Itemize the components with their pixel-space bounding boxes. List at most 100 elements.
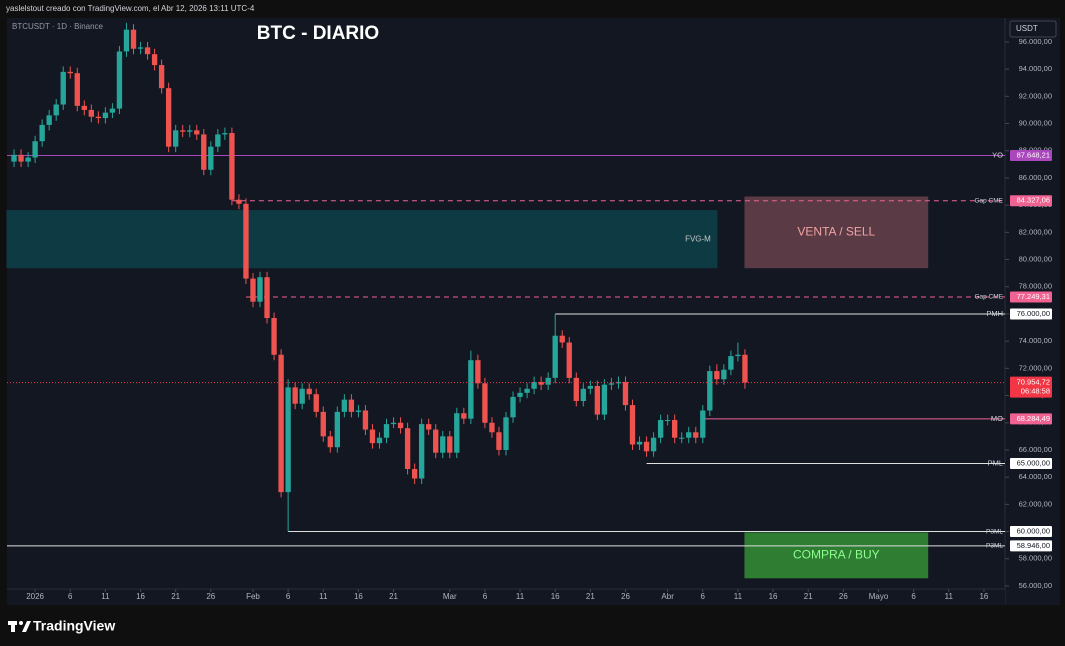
x-tick-label: 21: [586, 592, 595, 601]
candle-body: [158, 65, 165, 89]
level-name: Gap CME: [974, 294, 1003, 301]
candle-body: [447, 436, 453, 453]
candle-body: [67, 71, 73, 74]
candle-body: [299, 388, 305, 404]
candle-body: [264, 277, 270, 319]
candle-body: [426, 424, 432, 430]
candle-body: [81, 105, 87, 110]
level-tag: [1010, 195, 1052, 207]
candle-body: [165, 88, 172, 147]
level-value: 76.000,00: [1017, 309, 1050, 318]
candle-body: [243, 203, 249, 279]
candle-body: [173, 130, 179, 147]
candle-body: [728, 356, 734, 370]
candle-body: [215, 134, 221, 147]
x-tick-label: Mar: [443, 592, 457, 601]
candle-body: [608, 383, 615, 385]
candle-body: [187, 130, 193, 132]
candle-body: [327, 436, 333, 448]
candle-body: [348, 399, 355, 412]
candle-body: [672, 420, 678, 438]
x-tick-label: 21: [171, 592, 180, 601]
x-tick-label: 26: [839, 592, 848, 601]
candle-body: [433, 429, 439, 453]
candle-body: [657, 420, 664, 438]
candle-body: [615, 381, 622, 384]
candle-body: [11, 154, 17, 162]
candle-body: [643, 441, 650, 452]
x-tick-label: 11: [734, 592, 743, 601]
level-tag: [1010, 308, 1052, 320]
level-tag: [1010, 413, 1052, 425]
x-axis-strip: [7, 590, 1005, 605]
candle-body: [545, 377, 551, 385]
candle-body: [411, 468, 418, 479]
chart-title: BTC - DIARIO: [257, 23, 379, 44]
candle-body: [418, 424, 425, 479]
candle-body: [123, 29, 130, 52]
candle-body: [201, 134, 207, 170]
logo: TradingView: [33, 618, 115, 634]
x-tick-label: 11: [516, 592, 525, 601]
logo-icon: [8, 621, 31, 632]
candle-body: [559, 335, 565, 343]
x-tick-label: 16: [354, 592, 363, 601]
x-tick-label: 2026: [26, 592, 44, 601]
level-tag: [1010, 458, 1052, 470]
candle-body: [686, 432, 692, 438]
candle-body: [707, 371, 713, 411]
x-tick-label: 21: [804, 592, 813, 601]
candle-body: [664, 420, 671, 422]
candle-body: [693, 432, 699, 438]
candle-body: [629, 405, 636, 445]
candle-body: [461, 413, 467, 419]
y-tick-label: 92.000,00: [1019, 91, 1052, 100]
y-tick-label: 82.000,00: [1019, 227, 1052, 236]
candle-body: [151, 54, 158, 66]
candle-body: [39, 124, 45, 142]
symbol: BTCUSDT · 1D · Binance: [12, 22, 104, 31]
x-tick-label: Abr: [661, 592, 674, 601]
level-name: YO: [992, 151, 1003, 160]
candle-body: [229, 133, 235, 200]
candle-body: [587, 386, 594, 389]
candle-body: [334, 411, 340, 448]
candle-body: [25, 157, 31, 162]
level-name: PML: [988, 459, 1003, 468]
candle-body: [60, 71, 66, 105]
candle-body: [390, 422, 397, 425]
x-tick-label: 16: [769, 592, 778, 601]
candle-body: [622, 381, 629, 406]
level-value: 84.327,06: [1017, 196, 1050, 205]
candle-body: [538, 381, 544, 385]
level-name: P3ML: [986, 543, 1003, 550]
candle-body: [95, 116, 102, 119]
last-price: 70.954,72: [1017, 378, 1050, 387]
level-value: 60.000,00: [1017, 527, 1050, 536]
x-tick-label: 11: [319, 592, 328, 601]
candle-body: [32, 141, 38, 158]
candle-body: [440, 436, 446, 453]
level-tag: [1010, 291, 1052, 303]
y-tick-label: 86.000,00: [1019, 173, 1052, 182]
countdown: 06:48:58: [1021, 387, 1050, 396]
zone: [744, 196, 929, 269]
level-tag: [1010, 540, 1052, 552]
candle-body: [18, 154, 24, 162]
candle-body: [580, 388, 586, 401]
candle-body: [194, 130, 200, 135]
level-value: 77.249,31: [1017, 292, 1050, 301]
candle-body: [278, 354, 284, 493]
x-tick-label: Mayo: [869, 592, 889, 601]
candle-body: [383, 424, 390, 438]
candle-body: [489, 422, 495, 433]
level-name: P3ML: [986, 528, 1003, 535]
candle-body: [397, 422, 404, 429]
candle-body: [250, 278, 256, 302]
candle-body: [517, 392, 523, 397]
candle-body: [404, 428, 411, 469]
candle-body: [306, 388, 312, 395]
x-tick-label: 6: [68, 592, 73, 601]
x-tick-label: Feb: [246, 592, 260, 601]
